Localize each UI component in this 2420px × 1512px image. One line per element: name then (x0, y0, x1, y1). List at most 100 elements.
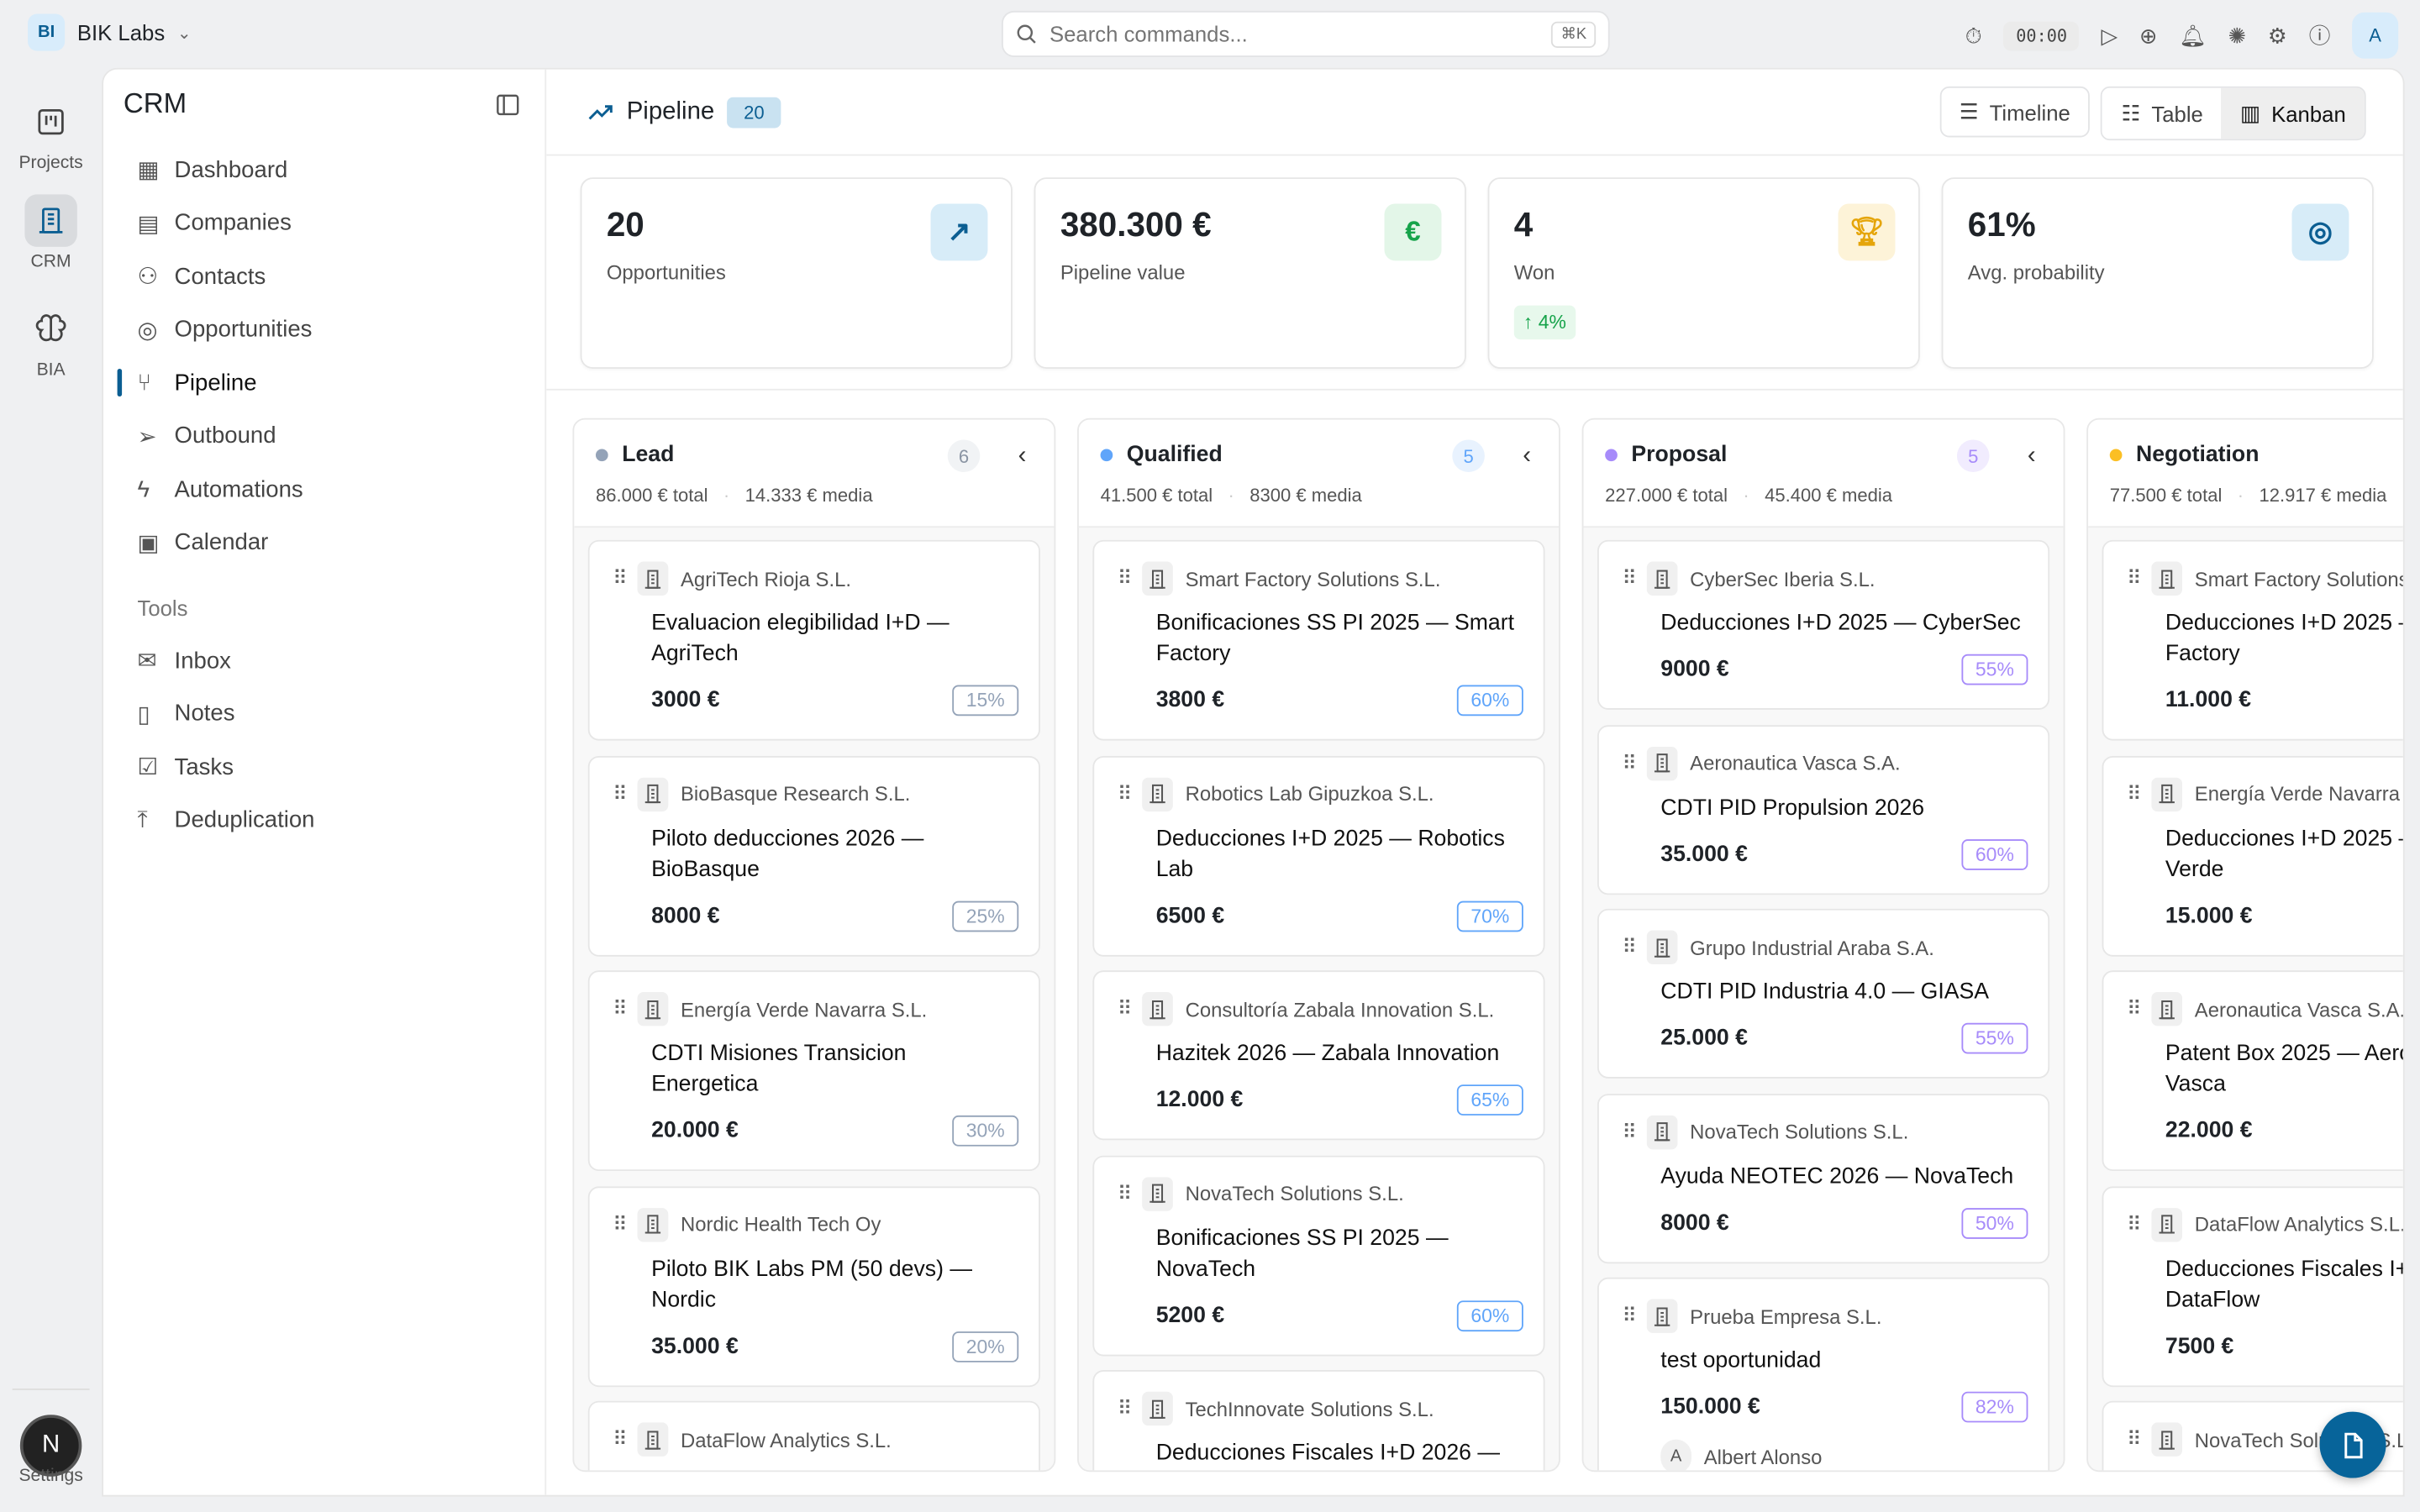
sidebar-item-calendar[interactable]: ▣ Calendar (103, 516, 546, 569)
sidebar-toggle-icon[interactable] (496, 92, 520, 117)
column-count: 6 (947, 439, 981, 473)
command-search[interactable]: ⌘K (1002, 10, 1610, 57)
opportunity-card[interactable]: ⠿ Smart Factory Solutions S.L. Deducciones… (2102, 539, 2403, 741)
view-kanban-button[interactable]: ▥ Kanban (2221, 87, 2365, 139)
drag-handle-icon[interactable]: ⠿ (1117, 1180, 1133, 1205)
sidebar-item-inbox[interactable]: ✉ Inbox (103, 634, 546, 687)
workspace-switcher[interactable]: BI BIK Labs ⌄ (28, 13, 192, 51)
probability-badge: 60% (1456, 1299, 1523, 1331)
stopwatch-icon[interactable]: ⏱ (1965, 22, 1982, 48)
search-input[interactable] (1049, 21, 1539, 47)
drag-handle-icon[interactable]: ⠿ (613, 1211, 628, 1236)
rail-item-bia[interactable]: BIA (0, 302, 102, 380)
sidebar-item-label: Tasks (174, 753, 234, 780)
drag-handle-icon[interactable]: ⠿ (1622, 750, 1637, 774)
drag-handle-icon[interactable]: ⠿ (1622, 1304, 1637, 1327)
opportunity-card[interactable]: ⠿ Aeronautica Vasca S.A. Patent Box 2025 —… (2102, 970, 2403, 1172)
add-circle-icon[interactable]: ⊕ (2139, 22, 2158, 48)
drag-handle-icon[interactable]: ⠿ (1117, 781, 1133, 805)
view-timeline-button[interactable]: ☰ Timeline (1939, 86, 2091, 138)
opportunity-card[interactable]: ⠿ Prueba Empresa S.L. test oportunidad 150.… (1597, 1277, 2050, 1471)
crm-sidebar: CRM ▦ Dashboard ▤ Companies ⚇ Contacts ◎ Opport… (103, 69, 547, 1495)
gear-icon[interactable]: ⚙ (2267, 22, 2287, 48)
user-avatar[interactable]: A (2352, 12, 2399, 59)
opportunity-card[interactable]: ⠿ Energía Verde Navarra S.L. Deducciones I… (2102, 755, 2403, 956)
opportunity-card[interactable]: ⠿ CyberSec Iberia S.L. Deducciones I+D 202… (1597, 539, 2050, 710)
drag-handle-icon[interactable]: ⠿ (1117, 1396, 1133, 1420)
opportunity-card[interactable]: ⠿ NovaTech Solutions S.L. Bonificaciones S… (1092, 1154, 1545, 1356)
sidebar-item-automations[interactable]: ϟ Automations (103, 463, 546, 516)
list-icon: ☷ (2121, 100, 2141, 125)
opportunity-card[interactable]: ⠿ DataFlow Analytics S.L. ENISA Emprendedo… (587, 1400, 1040, 1471)
next-badge[interactable]: N (19, 1415, 82, 1477)
bell-icon[interactable]: 🔔︎ (2179, 22, 2207, 48)
sidebar-item-label: Automations (174, 476, 303, 503)
drag-handle-icon[interactable]: ⠿ (613, 996, 628, 1021)
drag-handle-icon[interactable]: ⠿ (2126, 996, 2142, 1021)
pipeline-icon: ⑂ (137, 370, 152, 396)
company-name: TechInnovate Solutions S.L. (1185, 1397, 1434, 1420)
opportunity-card[interactable]: ⠿ Energía Verde Navarra S.L. CDTI Misiones… (587, 970, 1040, 1172)
opportunity-card[interactable]: ⠿ Robotics Lab Gipuzkoa S.L. Deducciones I… (1092, 755, 1545, 956)
play-icon[interactable]: ▷ (2101, 22, 2118, 48)
rail-item-crm[interactable]: CRM (0, 194, 102, 271)
opportunity-card[interactable]: ⠿ BioBasque Research S.L. Piloto deduccion… (587, 755, 1040, 956)
sidebar-item-tasks[interactable]: ☑ Tasks (103, 741, 546, 794)
column-count: 5 (1452, 439, 1485, 473)
quick-note-button[interactable] (2319, 1411, 2386, 1478)
brain-icon[interactable]: ✺ (2228, 22, 2247, 48)
drag-handle-icon[interactable]: ⠿ (1117, 996, 1133, 1021)
drag-handle-icon[interactable]: ⠿ (2126, 1211, 2142, 1236)
column-total: 77.500 € total (2109, 484, 2223, 507)
opportunity-amount: 35.000 € (651, 1333, 739, 1359)
view-table-button[interactable]: ☷ Table (2102, 87, 2222, 139)
sidebar-item-pipeline[interactable]: ⑂ Pipeline (103, 356, 546, 409)
opportunity-card[interactable]: ⠿ Nordic Health Tech Oy Piloto BIK Labs PM… (587, 1185, 1040, 1387)
probability-badge: 25% (952, 900, 1019, 932)
sidebar-item-deduplication[interactable]: ⤒ Deduplication (103, 794, 546, 847)
sidebar-item-dashboard[interactable]: ▦ Dashboard (103, 144, 546, 197)
chevron-left-icon[interactable]: ‹ (1523, 443, 1532, 470)
sidebar-item-outbound[interactable]: ➢ Outbound (103, 410, 546, 463)
rail-item-settings[interactable]: N Settings (12, 1389, 90, 1495)
timer-display[interactable]: 00:00 (2003, 20, 2080, 50)
drag-handle-icon[interactable]: ⠿ (613, 781, 628, 805)
chevron-left-icon[interactable]: ‹ (1018, 443, 1027, 470)
drag-handle-icon[interactable]: ⠿ (2126, 1426, 2142, 1451)
sidebar-item-contacts[interactable]: ⚇ Contacts (103, 250, 546, 303)
opportunity-card[interactable]: ⠿ AgriTech Rioja S.L. Evaluacion elegibili… (587, 539, 1040, 741)
trending-up-icon: ↗ (930, 203, 988, 261)
drag-handle-icon[interactable]: ⠿ (613, 1426, 628, 1451)
opportunity-card[interactable]: ⠿ Grupo Industrial Araba S.A. CDTI PID Ind… (1597, 908, 2050, 1079)
opportunity-card[interactable]: ⠿ Smart Factory Solutions S.L. Bonificacio… (1092, 539, 1545, 741)
drag-handle-icon[interactable]: ⠿ (2126, 566, 2142, 590)
sidebar-item-opportunities[interactable]: ◎ Opportunities (103, 303, 546, 356)
opportunity-card[interactable]: ⠿ NovaTech Solutions S.L. Ayuda NEOTEC 202… (1597, 1093, 2050, 1263)
drag-handle-icon[interactable]: ⠿ (1117, 566, 1133, 590)
opportunity-card[interactable]: ⠿ Aeronautica Vasca S.A. CDTI PID Propulsi… (1597, 724, 2050, 895)
drag-handle-icon[interactable]: ⠿ (2126, 781, 2142, 805)
opportunity-card[interactable]: ⠿ TechInnovate Solutions S.L. Deducciones … (1092, 1369, 1545, 1471)
stat-label: Won (1513, 260, 1555, 284)
help-icon[interactable]: ⓘ (2308, 23, 2331, 48)
drag-handle-icon[interactable]: ⠿ (1622, 935, 1637, 958)
drag-handle-icon[interactable]: ⠿ (1622, 566, 1637, 590)
company-name: DataFlow Analytics S.L. (2194, 1212, 2405, 1236)
drag-handle-icon[interactable]: ⠿ (613, 566, 628, 590)
drag-handle-icon[interactable]: ⠿ (1622, 1119, 1637, 1143)
sidebar-item-notes[interactable]: ▯ Notes (103, 687, 546, 740)
column-title: Lead (622, 443, 675, 468)
column-qualified: Qualified 5 ‹ 41.500 € total · 8300 € media ⠿ S… (1077, 417, 1560, 1473)
building-icon (1646, 930, 1678, 964)
rail-item-projects[interactable]: Projects (0, 96, 102, 173)
stage-dot (1605, 449, 1618, 462)
opportunity-card[interactable]: ⠿ Consultoría Zabala Innovation S.L. Hazit… (1092, 970, 1545, 1141)
sidebar-item-companies[interactable]: ▤ Companies (103, 197, 546, 249)
chevron-left-icon[interactable]: ‹ (2027, 443, 2036, 470)
opportunity-card[interactable]: ⠿ DataFlow Analytics S.L. Deducciones Fisc… (2102, 1185, 2405, 1387)
euro-icon: € (1384, 203, 1442, 261)
opportunity-title: Piloto deducciones 2026 — BioBasque (651, 826, 924, 882)
target-icon: ◎ (2291, 203, 2349, 261)
building-icon (39, 207, 63, 234)
building-icon (1142, 991, 1173, 1026)
